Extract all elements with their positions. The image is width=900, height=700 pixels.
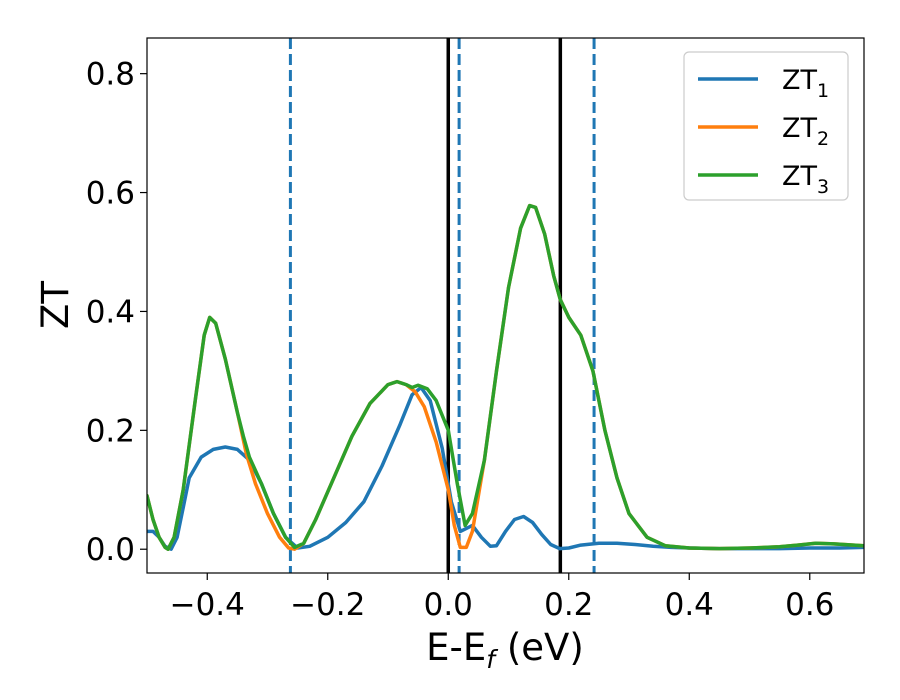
y-axis-label: ZT <box>34 281 77 329</box>
series-layer <box>147 203 864 551</box>
series-line-zt3 <box>147 203 864 551</box>
y-tick-label: 0.8 <box>86 57 135 93</box>
x-tick-label: 0.4 <box>665 587 714 623</box>
series-line-zt1 <box>147 385 864 551</box>
y-axis: 0.0 0.2 0.4 0.6 0.8 <box>86 57 147 568</box>
x-axis: −0.4 −0.2 0.0 0.2 0.4 0.6 <box>170 573 834 623</box>
y-tick-label: 0.4 <box>86 294 135 330</box>
x-axis-label-unit: (eV) <box>495 626 584 669</box>
x-tick-label: −0.4 <box>170 587 245 623</box>
legend-label-zt1: ZT1 <box>782 65 829 102</box>
legend: ZT1 ZT2 ZT3 <box>683 51 849 201</box>
x-tick-label: 0.0 <box>424 587 473 623</box>
x-tick-label: 0.6 <box>785 587 834 623</box>
y-tick-label: 0.2 <box>86 413 135 449</box>
legend-label-zt3: ZT3 <box>782 161 829 198</box>
y-tick-label: 0.6 <box>86 176 135 212</box>
x-tick-label: 0.2 <box>544 587 593 623</box>
legend-box <box>683 51 849 201</box>
legend-label-zt2: ZT2 <box>782 113 829 150</box>
x-axis-label: E-Ef (eV) <box>426 626 584 674</box>
x-tick-label: −0.2 <box>290 587 365 623</box>
plot-frame <box>146 37 865 574</box>
y-tick-label: 0.0 <box>86 532 135 568</box>
